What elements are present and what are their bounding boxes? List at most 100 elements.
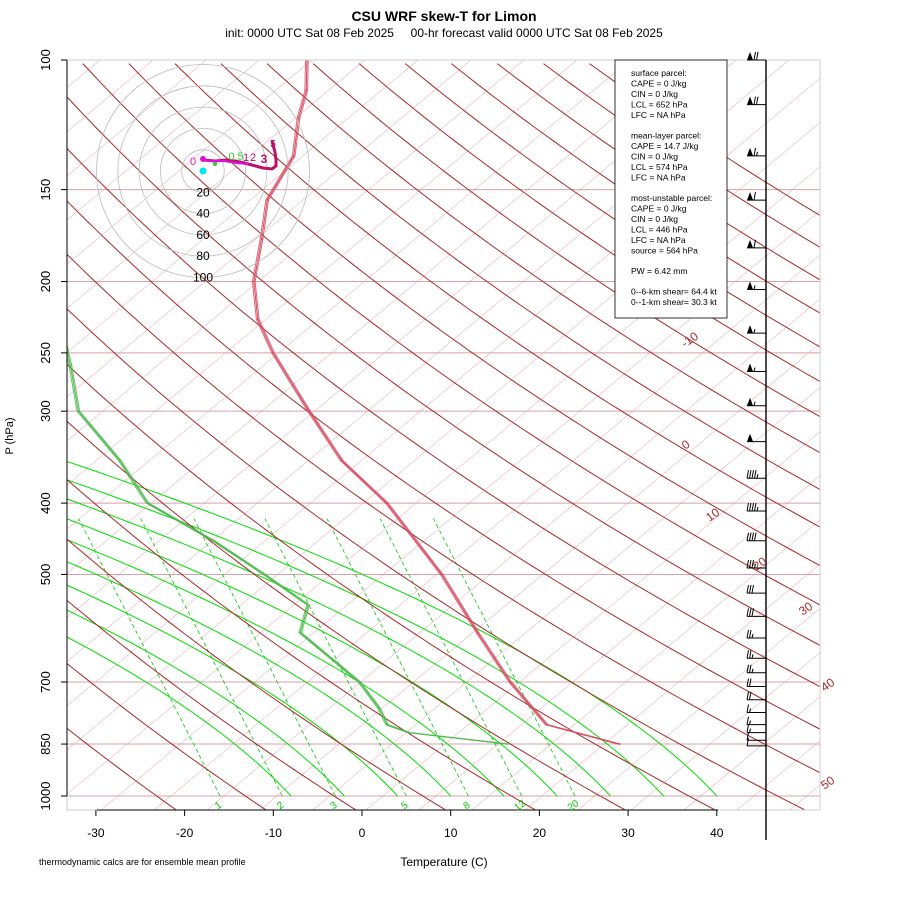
wind-barb bbox=[746, 470, 766, 479]
dry-adiabat-line bbox=[67, 60, 419, 353]
wind-barb-pennant bbox=[747, 281, 753, 290]
parameters-line: LFC = NA hPa bbox=[631, 110, 686, 120]
mixing-ratio-line bbox=[264, 518, 407, 797]
x-tick-label: -10 bbox=[265, 826, 283, 840]
isotherm-label: 50 bbox=[818, 773, 837, 792]
y-tick-label: 850 bbox=[38, 733, 53, 755]
parameters-line: CAPE = 0 J/kg bbox=[631, 79, 687, 89]
wind-barb-half bbox=[749, 720, 751, 725]
moist-adiabat-line bbox=[67, 561, 452, 797]
temperature-line bbox=[251, 60, 619, 745]
hodograph-ring bbox=[159, 127, 246, 214]
temperature-point bbox=[545, 723, 548, 726]
dry-adiabat-line bbox=[365, 431, 820, 810]
temperature-point bbox=[440, 573, 443, 576]
hodograph-ring-label: 40 bbox=[196, 207, 210, 221]
dry-adiabat-line bbox=[67, 60, 472, 398]
dry-adiabat-line bbox=[67, 60, 525, 442]
isotherm-line bbox=[220, 63, 820, 491]
wind-barb bbox=[747, 239, 766, 249]
wind-barb-flag bbox=[753, 96, 756, 105]
wind-barb bbox=[746, 724, 766, 734]
isotherm-label: 0 bbox=[679, 437, 693, 452]
hodograph-height-label: 5 bbox=[270, 139, 276, 150]
wind-barb bbox=[746, 691, 766, 701]
mixing-ratio-label: 20 bbox=[566, 798, 582, 814]
parameters-line: source = 564 hPa bbox=[631, 246, 698, 256]
moist-adiabat-line bbox=[67, 498, 611, 797]
wind-barb-half bbox=[749, 708, 751, 713]
isotherm-label: 30 bbox=[796, 599, 815, 618]
y-tick-label: 1000 bbox=[38, 782, 53, 811]
dewpoint-point bbox=[378, 707, 381, 710]
wind-barb-flag bbox=[746, 678, 749, 687]
isotherm-line bbox=[67, 363, 717, 810]
wind-barb-half bbox=[751, 668, 754, 673]
wind-barb bbox=[746, 608, 766, 617]
wind-barb-half bbox=[756, 506, 759, 512]
parameters-line: CIN = 0 J/kg bbox=[631, 89, 678, 99]
wind-barb-flag bbox=[749, 678, 752, 687]
wind-barb-flag bbox=[746, 532, 749, 541]
axes bbox=[66, 59, 821, 840]
isotherm-line bbox=[358, 63, 820, 383]
isotherm-label: 40 bbox=[818, 675, 837, 694]
isotherm-line bbox=[67, 599, 357, 810]
wind-barb-flag bbox=[746, 559, 749, 569]
isotherm-line bbox=[67, 308, 807, 810]
wind-barb-flag bbox=[749, 584, 752, 594]
dry-adiabat-line bbox=[67, 60, 578, 486]
parameters-line: mean-layer parcel: bbox=[631, 131, 701, 141]
dewpoint-point bbox=[146, 502, 149, 505]
wind-barb bbox=[746, 737, 766, 747]
moist-adiabats bbox=[67, 460, 718, 797]
wind-barb-half bbox=[756, 151, 758, 157]
wind-barb-flag bbox=[756, 96, 759, 105]
wind-barb-pennant bbox=[747, 433, 753, 442]
wind-barb bbox=[746, 650, 766, 659]
wind-barb bbox=[747, 325, 766, 334]
isotherm-line bbox=[67, 662, 267, 810]
dewpoint-point bbox=[507, 743, 510, 745]
dewpoint-point bbox=[69, 364, 72, 367]
x-axis-label: Temperature (C) bbox=[400, 855, 487, 869]
x-tick-label: -30 bbox=[87, 826, 105, 840]
x-tick-label: 30 bbox=[621, 826, 635, 840]
dry-adiabat-line bbox=[67, 166, 820, 795]
parameters-line: LCL = 652 hPa bbox=[631, 100, 688, 110]
dewpoint-point bbox=[386, 723, 388, 726]
wind-barb-pennant bbox=[747, 96, 753, 105]
dry-adiabat-line bbox=[577, 607, 820, 810]
dry-adiabat-line bbox=[259, 342, 820, 810]
wind-barb bbox=[747, 96, 766, 106]
dry-adiabat-line bbox=[206, 298, 820, 810]
isotherm-line bbox=[589, 63, 820, 216]
parameters-line: LCL = 446 hPa bbox=[631, 225, 688, 235]
mixing-ratio-labels: 1 2 3 5 8 12 20 bbox=[213, 798, 581, 814]
parameters-line: PW = 6.42 mm bbox=[631, 266, 687, 276]
wind-barb-flag bbox=[754, 502, 757, 512]
temperature-point bbox=[260, 237, 263, 240]
dry-adiabat-line bbox=[100, 210, 820, 810]
dry-adiabat-line bbox=[67, 60, 631, 530]
dewpoint-line bbox=[67, 342, 510, 745]
moist-adiabat-line bbox=[67, 609, 345, 797]
hodograph-ring-label: 20 bbox=[196, 185, 210, 199]
wind-barb-half bbox=[751, 633, 754, 639]
x-tick-label: 0 bbox=[359, 826, 366, 840]
isotherm-line bbox=[67, 538, 447, 810]
wind-barb-flag bbox=[746, 584, 749, 594]
isotherm-line bbox=[67, 420, 627, 810]
x-tick-label: 10 bbox=[444, 826, 458, 840]
dry-adiabat-line bbox=[471, 519, 820, 810]
parameters-line: LCL = 574 hPa bbox=[631, 162, 688, 172]
hodograph-ring-label: 100 bbox=[193, 271, 213, 285]
parameters-line: CAPE = 14.7 J/kg bbox=[631, 141, 699, 151]
dewpoint-point bbox=[212, 539, 215, 542]
wind-barb-flag bbox=[749, 608, 752, 617]
wind-barb bbox=[746, 678, 766, 688]
temperature-point bbox=[252, 280, 255, 283]
wind-barb-flag bbox=[749, 532, 752, 541]
